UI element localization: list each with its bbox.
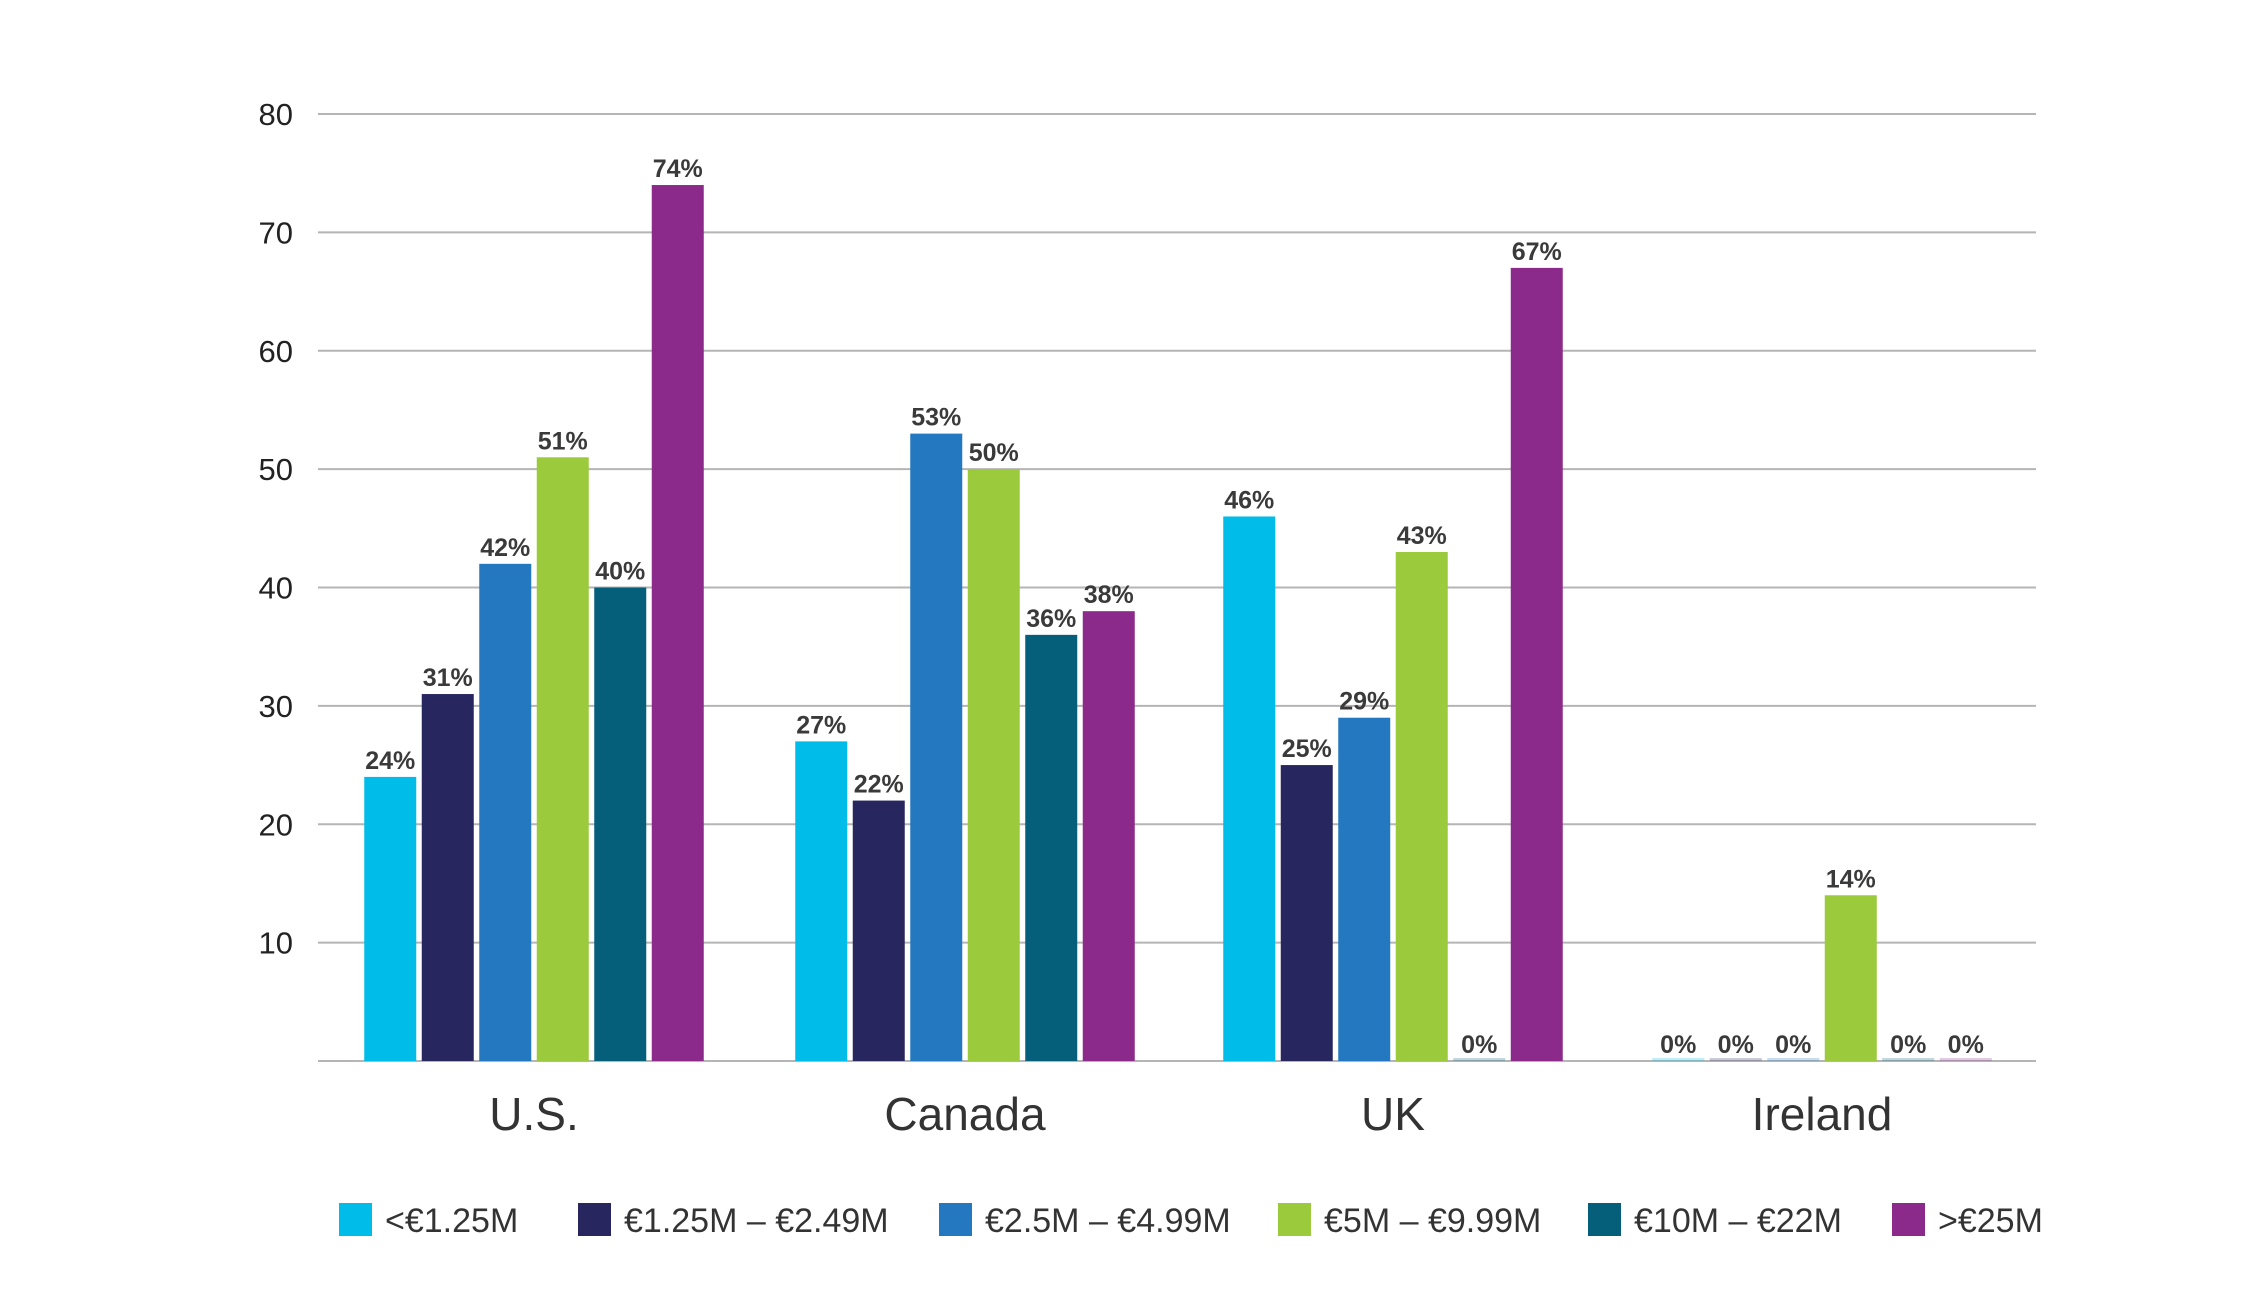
bar xyxy=(1395,551,1448,1061)
data-label: 38% xyxy=(1084,581,1134,609)
y-tick-label: 80 xyxy=(259,97,293,132)
bar xyxy=(536,457,589,1062)
bar xyxy=(364,776,417,1061)
bar xyxy=(852,800,905,1061)
data-label: 24% xyxy=(365,747,415,775)
bar xyxy=(1338,717,1391,1061)
y-tick-label: 20 xyxy=(259,807,293,842)
bar xyxy=(1453,1058,1506,1061)
y-tick-label: 50 xyxy=(259,452,293,487)
bar xyxy=(1082,611,1135,1061)
bars xyxy=(364,185,1992,1062)
bar xyxy=(479,563,532,1061)
data-labels: 24% 31% 42% 51% 40% 74% 27% 22% 53% 50% 36% 38% 46% 2… xyxy=(365,155,1984,1059)
legend-swatch xyxy=(339,1203,372,1236)
bar xyxy=(1709,1058,1762,1061)
legend-label: €1.25M – €2.49M xyxy=(624,1202,889,1240)
data-label: 67% xyxy=(1512,238,1562,266)
bar xyxy=(910,433,963,1061)
data-label: 0% xyxy=(1890,1031,1926,1059)
legend-label: €2.5M – €4.99M xyxy=(985,1202,1231,1240)
data-label: 0% xyxy=(1461,1031,1497,1059)
data-label: 0% xyxy=(1718,1031,1754,1059)
data-label: 46% xyxy=(1224,486,1274,514)
bar xyxy=(1223,516,1276,1061)
legend-swatch xyxy=(578,1203,611,1236)
data-label: 27% xyxy=(796,711,846,739)
data-label: 51% xyxy=(538,427,588,455)
bar xyxy=(1824,895,1877,1061)
data-label: 0% xyxy=(1660,1031,1696,1059)
bar xyxy=(421,694,474,1061)
legend-swatch xyxy=(1278,1203,1311,1236)
data-label: 42% xyxy=(480,534,530,562)
category-label: U.S. xyxy=(489,1088,578,1140)
data-label: 14% xyxy=(1826,865,1876,893)
category-label: Ireland xyxy=(1752,1088,1893,1140)
x-axis-categories: U.S. Canada UK Ireland xyxy=(489,1088,1892,1140)
y-tick-label: 10 xyxy=(259,926,293,961)
y-tick-label: 40 xyxy=(259,571,293,606)
bar xyxy=(1767,1058,1820,1061)
data-label: 22% xyxy=(854,771,904,799)
bar xyxy=(1280,765,1333,1061)
y-tick-label: 70 xyxy=(259,215,293,250)
bar xyxy=(1882,1058,1935,1061)
y-tick-label: 30 xyxy=(259,689,293,724)
data-label: 31% xyxy=(423,664,473,692)
bar xyxy=(967,469,1020,1061)
data-label: 36% xyxy=(1026,605,1076,633)
bar xyxy=(1510,267,1563,1061)
legend-swatch xyxy=(1892,1203,1925,1236)
data-label: 53% xyxy=(911,404,961,432)
category-label: UK xyxy=(1361,1088,1425,1140)
legend-swatch xyxy=(939,1203,972,1236)
bar xyxy=(651,185,704,1061)
data-label: 0% xyxy=(1948,1031,1984,1059)
legend-label: >€25M xyxy=(1938,1202,2043,1240)
bar xyxy=(594,587,647,1061)
category-label: Canada xyxy=(884,1088,1046,1140)
data-label: 0% xyxy=(1775,1031,1811,1059)
bar xyxy=(1939,1058,1992,1061)
data-label: 40% xyxy=(595,558,645,586)
legend: <€1.25M €1.25M – €2.49M €2.5M – €4.99M €5M … xyxy=(339,1202,2043,1240)
legend-label: <€1.25M xyxy=(385,1202,518,1240)
legend-label: €10M – €22M xyxy=(1634,1202,1842,1240)
legend-swatch xyxy=(1588,1203,1621,1236)
bar xyxy=(1025,634,1078,1061)
data-label: 74% xyxy=(653,155,703,183)
bar xyxy=(795,741,848,1061)
legend-label: €5M – €9.99M xyxy=(1324,1202,1541,1240)
data-label: 50% xyxy=(969,439,1019,467)
data-label: 25% xyxy=(1282,735,1332,763)
y-tick-label: 60 xyxy=(259,334,293,369)
data-label: 43% xyxy=(1397,522,1447,550)
bar xyxy=(1652,1058,1705,1061)
y-axis-ticks: 10 20 30 40 50 60 70 80 xyxy=(259,97,293,961)
data-label: 29% xyxy=(1339,688,1389,716)
